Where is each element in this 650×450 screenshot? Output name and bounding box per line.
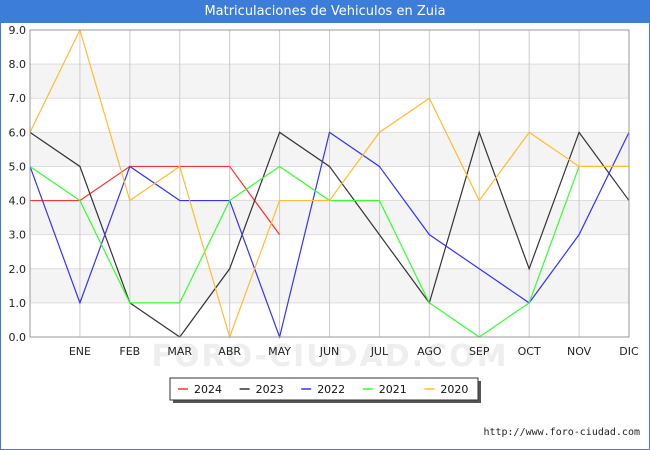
series-line-2024	[30, 165, 281, 236]
chart-title: Matriculaciones de Vehiculos en Zuia	[1, 1, 649, 23]
y-tick-label: 3.0	[9, 229, 27, 242]
x-tick-label: MAR	[167, 345, 192, 358]
x-tick-label: ENE	[69, 345, 91, 358]
y-tick-label: 8.0	[9, 58, 27, 71]
legend-box	[169, 377, 479, 401]
y-tick-label: 6.0	[9, 126, 27, 139]
y-tick-label: 2.0	[9, 263, 27, 276]
source-credit: http://www.foro-ciudad.com	[483, 427, 640, 438]
x-tick-label: MAY	[268, 345, 291, 358]
x-tick-label: JUN	[319, 345, 340, 358]
legend-label-2023: 2023	[256, 383, 284, 396]
y-tick-label: 4.0	[9, 195, 27, 208]
y-tick-label: 0.0	[9, 331, 27, 344]
y-tick-label: 1.0	[9, 297, 27, 310]
x-tick-label: OCT	[518, 345, 541, 358]
y-tick-label: 7.0	[9, 92, 27, 105]
x-tick-label: JUL	[370, 345, 389, 358]
legend-label-2022: 2022	[317, 383, 345, 396]
series-lines	[29, 28, 630, 340]
x-tick-label: FEB	[119, 345, 140, 358]
y-tick-label: 5.0	[9, 160, 27, 173]
x-tick-label: AGO	[417, 345, 442, 358]
watermark: FORO-CIUDAD.COM	[152, 339, 509, 374]
plot-border	[29, 29, 630, 338]
legend-label-2020: 2020	[440, 383, 468, 396]
legend: 2024 2023 2022 2021 2020	[169, 377, 481, 403]
series-line-2020	[29, 28, 629, 339]
axes: 0.0 1.0 2.0 3.0 4.0 5.0 6.0 7.0 8.0 9.0 ENE FEB MAR A…	[9, 24, 640, 358]
x-tick-label: NOV	[567, 345, 592, 358]
x-tick-label: ABR	[218, 345, 241, 358]
legend-label-2021: 2021	[379, 383, 407, 396]
x-tick-label: DIC	[619, 345, 639, 358]
x-tick-label: SEP	[469, 345, 490, 358]
legend-label-2024: 2024	[194, 383, 222, 396]
y-tick-label: 9.0	[9, 24, 27, 37]
